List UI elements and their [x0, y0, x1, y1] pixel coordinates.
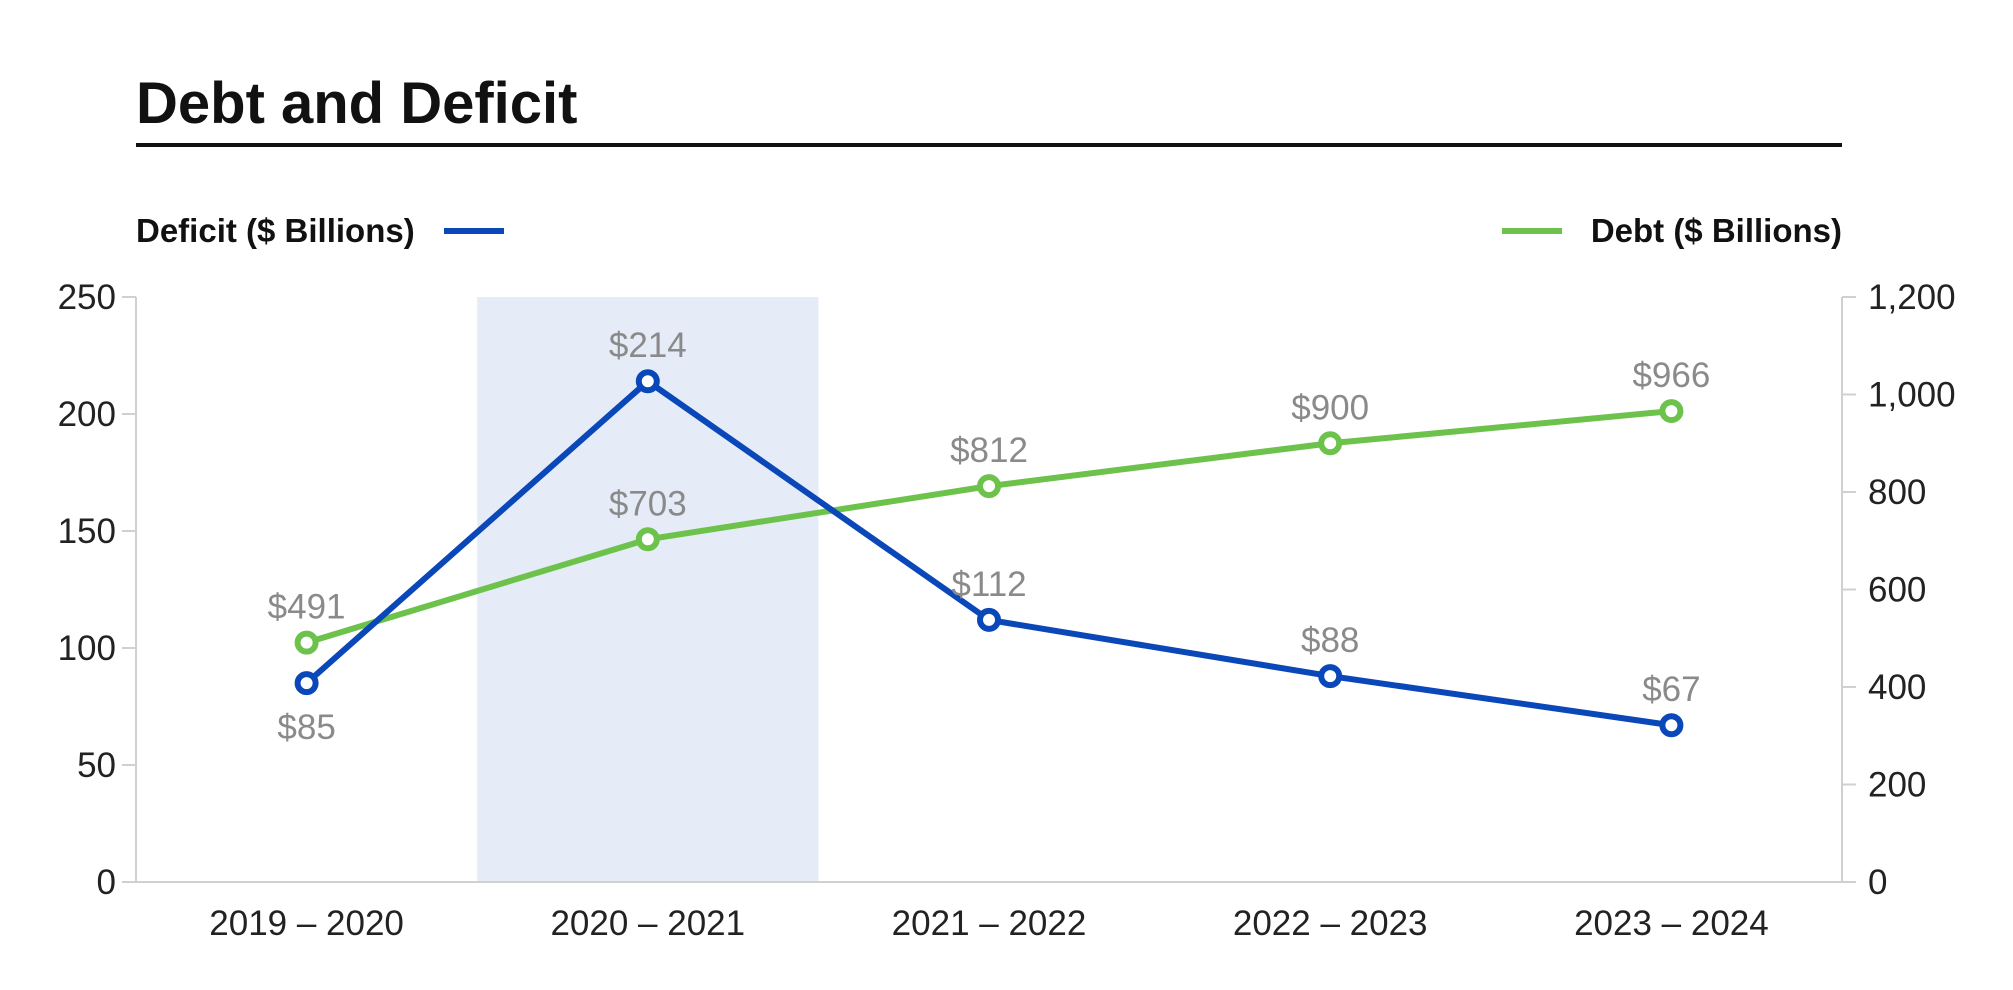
- plot-area: 0 50 100 150 200 250 0 200 400 600 800 1,000 1,200 20…: [58, 278, 1956, 943]
- deficit-data-point: [1659, 713, 1684, 738]
- legend-label-deficit: Deficit ($ Billions): [136, 212, 415, 249]
- deficit-data-point: [977, 607, 1001, 632]
- x-tick-label: 2019 – 2020: [209, 904, 404, 943]
- y-left-tick-label: 100: [58, 629, 116, 668]
- y-left-tick-label: 250: [58, 278, 116, 317]
- legend: Deficit ($ Billions) Debt ($ Billions): [136, 212, 1842, 249]
- y-right-tick-label: 1,200: [1868, 278, 1956, 317]
- debt-data-point: [635, 527, 660, 552]
- x-tick-label: 2022 – 2023: [1233, 904, 1428, 943]
- debt-data-point: [977, 474, 1001, 499]
- legend-label-debt: Debt ($ Billions): [1591, 212, 1842, 249]
- chart-title: Debt and Deficit: [136, 71, 578, 136]
- y-right-tick-label: 0: [1868, 863, 1887, 902]
- deficit-data-point: [635, 369, 660, 394]
- deficit-data-point: [1318, 664, 1343, 689]
- y-left-tick-label: 200: [58, 395, 116, 434]
- deficit-data-label: $112: [951, 565, 1026, 604]
- deficit-data-label: $67: [1642, 670, 1700, 709]
- x-tick-label: 2023 – 2024: [1574, 904, 1769, 943]
- x-tick-label: 2021 – 2022: [892, 904, 1087, 943]
- y-right-tick-label: 800: [1868, 473, 1926, 512]
- deficit-data-label: $88: [1301, 621, 1359, 660]
- y-right-tick-label: 200: [1868, 766, 1926, 805]
- highlight-band: [477, 297, 819, 882]
- y-left-tick-label: 0: [97, 863, 116, 902]
- x-tick-label: 2020 – 2021: [550, 904, 745, 943]
- y-right-tick-label: 400: [1868, 668, 1926, 707]
- debt-data-label: $703: [609, 484, 687, 523]
- debt-data-point: [1318, 431, 1343, 456]
- deficit-data-label: $214: [609, 326, 687, 365]
- y-left-tick-label: 150: [58, 512, 116, 551]
- y-left-tick-label: 50: [77, 746, 116, 785]
- debt-data-label: $966: [1632, 356, 1710, 395]
- y-right-tick-label: 600: [1868, 571, 1926, 610]
- debt-data-label: $900: [1291, 388, 1369, 427]
- debt-data-label: $491: [268, 588, 346, 627]
- debt-data-label: $812: [950, 431, 1028, 470]
- debt-data-point: [294, 630, 319, 655]
- debt-data-point: [1659, 399, 1684, 424]
- deficit-data-label: $85: [277, 708, 335, 747]
- deficit-data-point: [294, 671, 319, 696]
- y-right-tick-label: 1,000: [1868, 376, 1956, 415]
